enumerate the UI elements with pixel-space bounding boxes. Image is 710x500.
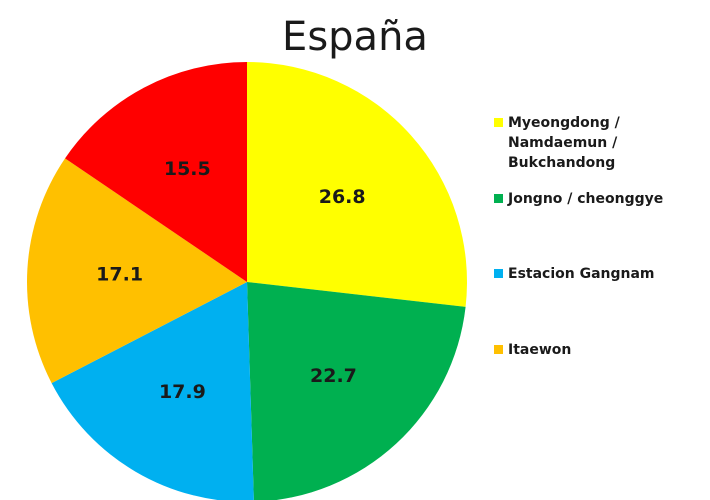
legend-label-gangnam: Estacion Gangnam: [508, 266, 655, 282]
legend-swatch-myeongdong: [494, 118, 503, 127]
legend-item-gangnam: Estacion Gangnam: [494, 264, 655, 284]
data-label-itaewon: 17.1: [96, 263, 143, 285]
pie-slice-myeongdong: [247, 62, 467, 307]
legend-label-jongno: Jongno / cheonggye: [508, 191, 664, 207]
data-label-jongno: 22.7: [310, 365, 357, 387]
data-label-gangnam: 17.9: [159, 381, 206, 403]
pie-slice-gangnam: [51, 282, 254, 500]
pie-slice-other: [65, 61, 248, 282]
pie-slice-jongno: [247, 282, 466, 500]
chart-title: España: [282, 14, 428, 60]
data-label-other: 15.5: [164, 158, 211, 180]
data-label-myeongdong: 26.8: [319, 186, 366, 208]
legend-swatch-jongno: [494, 194, 503, 203]
legend-swatch-gangnam: [494, 269, 503, 278]
pie-slice-itaewon: [26, 158, 247, 384]
legend-label-itaewon: Itaewon: [508, 342, 572, 358]
legend-item-itaewon: Itaewon: [494, 340, 571, 360]
legend-item-jongno: Jongno / cheonggye: [494, 189, 663, 209]
legend-swatch-itaewon: [494, 345, 503, 354]
legend-item-myeongdong: Myeongdong / Namdaemun / Bukchandong: [494, 113, 620, 173]
legend-label-myeongdong: Myeongdong / Namdaemun / Bukchandong: [508, 115, 620, 171]
